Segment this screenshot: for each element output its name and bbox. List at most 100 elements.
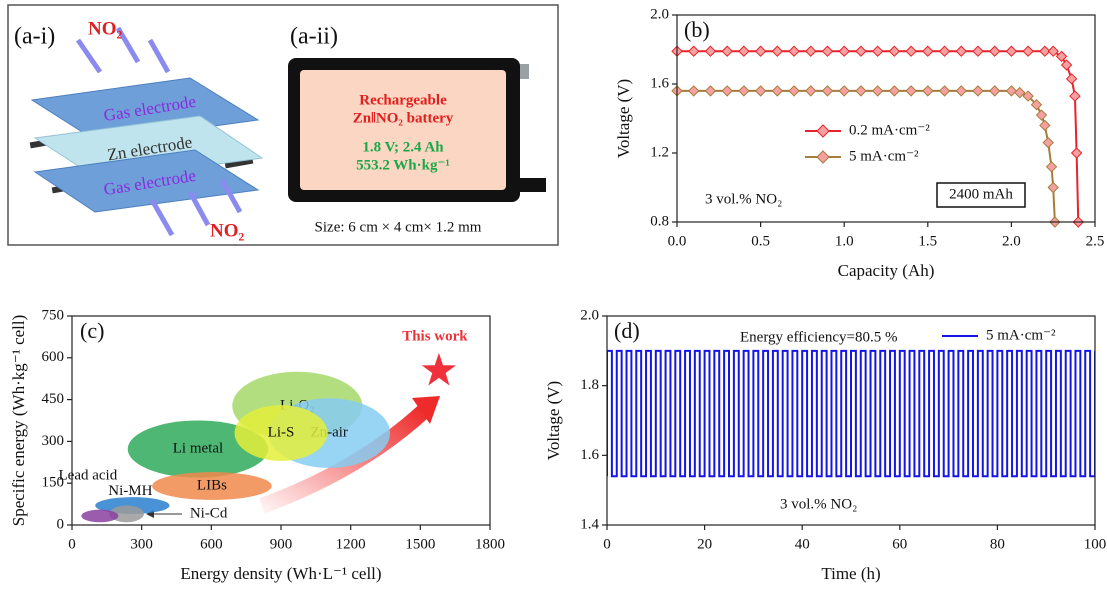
cell-text: Zn‖NO₂ battery <box>353 110 454 126</box>
y-axis-label: Voltage (V) <box>614 79 633 158</box>
x-tick-label: 1800 <box>475 536 505 552</box>
marker <box>973 86 983 96</box>
cell-text: 553.2 Wh·kg⁻¹ <box>356 157 450 173</box>
y-tick-label: 1.2 <box>650 144 669 160</box>
marker <box>873 46 883 56</box>
marker <box>923 86 933 96</box>
region-label: Li-S <box>268 424 295 440</box>
x-tick-label: 900 <box>270 536 293 552</box>
x-tick-label: 100 <box>1084 536 1107 552</box>
marker <box>722 86 732 96</box>
annotation: 3 vol.% NO₂ <box>780 496 857 512</box>
marker <box>789 86 799 96</box>
marker <box>756 46 766 56</box>
figure: (a-i) NO₂ Gas electrode Zn electrode Gas… <box>0 0 1107 589</box>
x-tick-label: 0 <box>603 536 611 552</box>
y-tick-label: 750 <box>42 307 65 323</box>
marker <box>806 86 816 96</box>
marker <box>1067 74 1077 84</box>
x-tick-label: 80 <box>990 536 1005 552</box>
marker <box>1023 46 1033 56</box>
panel-label: (c) <box>80 318 104 343</box>
marker <box>705 86 715 96</box>
legend-label: 5 mA·cm⁻² <box>849 148 919 164</box>
y-axis-label: Voltage (V) <box>544 381 563 460</box>
marker <box>973 46 983 56</box>
x-tick-label: 2.0 <box>1002 233 1021 249</box>
x-axis-label: Capacity (Ah) <box>838 261 935 280</box>
y-tick-label: 450 <box>42 391 65 407</box>
x-tick-label: 2.5 <box>1086 233 1105 249</box>
panel-label: (a-i) <box>14 24 55 50</box>
x-tick-label: 0 <box>68 536 76 552</box>
marker <box>956 46 966 56</box>
y-tick-label: 2.0 <box>580 307 599 323</box>
marker <box>990 46 1000 56</box>
marker <box>856 86 866 96</box>
marker <box>873 86 883 96</box>
x-tick-label: 1.5 <box>918 233 937 249</box>
x-tick-label: 300 <box>130 536 153 552</box>
marker <box>940 46 950 56</box>
marker <box>806 46 816 56</box>
marker <box>1070 91 1080 101</box>
marker <box>822 46 832 56</box>
y-tick-label: 1.6 <box>650 75 669 91</box>
legend-label: 5 mA·cm⁻² <box>986 327 1056 343</box>
marker <box>956 86 966 96</box>
marker <box>906 86 916 96</box>
x-tick-label: 40 <box>795 536 810 552</box>
size-text: Size: 6 cm × 4 cm× 1.2 mm <box>315 219 482 235</box>
marker <box>906 46 916 56</box>
marker <box>1006 46 1016 56</box>
y-axis-label: Specific energy (Wh·kg⁻¹ cell) <box>9 315 28 527</box>
region <box>81 510 118 523</box>
marker <box>722 46 732 56</box>
cell-text: Rechargeable <box>359 92 447 108</box>
y-tick-label: 2.0 <box>650 6 669 22</box>
x-tick-label: 60 <box>892 536 907 552</box>
x-tick-label: 20 <box>697 536 712 552</box>
marker <box>1057 51 1067 61</box>
marker <box>1043 138 1053 148</box>
marker <box>705 46 715 56</box>
star <box>422 353 456 386</box>
legend-label: 0.2 mA·cm⁻² <box>849 122 930 138</box>
marker <box>739 86 749 96</box>
marker <box>772 86 782 96</box>
marker <box>1036 110 1046 120</box>
gas-label: NO₂ <box>88 18 123 39</box>
marker <box>1048 183 1058 193</box>
marker <box>789 46 799 56</box>
x-tick-label: 1500 <box>405 536 435 552</box>
marker <box>689 46 699 56</box>
x-tick-label: 1200 <box>336 536 366 552</box>
legend-marker <box>817 151 829 163</box>
marker <box>822 86 832 96</box>
pouch-cell <box>288 58 546 202</box>
marker <box>839 86 849 96</box>
annotation: 3 vol.% NO₂ <box>705 191 782 207</box>
highlight-label: This work <box>402 328 468 344</box>
legend-marker <box>817 125 829 137</box>
series-line <box>607 351 1095 476</box>
marker <box>1072 148 1082 158</box>
x-tick-label: 600 <box>200 536 223 552</box>
x-tick-label: 1.0 <box>835 233 854 249</box>
region-label: Lead acid <box>59 467 118 483</box>
marker <box>889 46 899 56</box>
marker <box>1006 86 1016 96</box>
gas-label: NO₂ <box>210 220 245 241</box>
y-tick-label: 300 <box>42 433 65 449</box>
marker <box>1048 46 1058 56</box>
marker <box>940 86 950 96</box>
panel-label: (b) <box>684 17 710 42</box>
y-tick-label: 600 <box>42 349 65 365</box>
annotation: Energy efficiency=80.5 % <box>740 329 897 345</box>
marker <box>990 86 1000 96</box>
x-tick-label: 0.0 <box>668 233 687 249</box>
annotation: 2400 mAh <box>949 186 1013 202</box>
y-tick-label: 1.6 <box>580 447 599 463</box>
marker <box>1047 162 1057 172</box>
marker <box>839 46 849 56</box>
